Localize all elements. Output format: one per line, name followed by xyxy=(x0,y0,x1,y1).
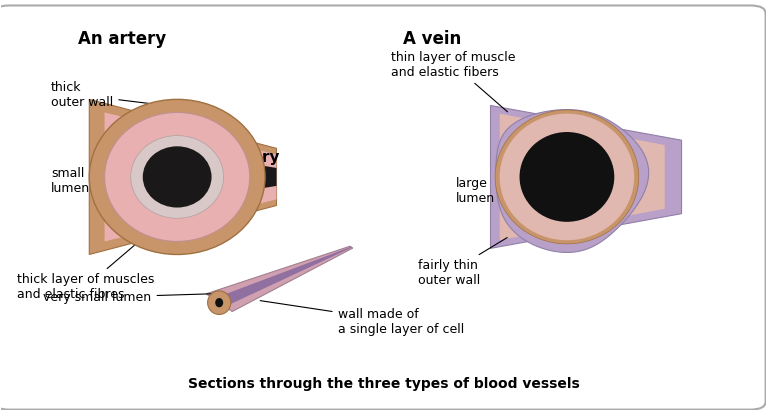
Text: thick
outer wall: thick outer wall xyxy=(51,81,163,109)
Text: small
lumen: small lumen xyxy=(51,167,149,195)
Text: very small lumen: very small lumen xyxy=(44,291,225,304)
Text: thick layer of muscles
and elastic fibres: thick layer of muscles and elastic fibre… xyxy=(17,240,154,301)
Polygon shape xyxy=(89,99,277,254)
Text: large
lumen: large lumen xyxy=(456,177,512,205)
Ellipse shape xyxy=(208,291,231,314)
Polygon shape xyxy=(143,146,277,208)
Text: A vein: A vein xyxy=(403,30,461,48)
Ellipse shape xyxy=(89,99,265,254)
Ellipse shape xyxy=(519,132,614,222)
Text: fairly thin
outer wall: fairly thin outer wall xyxy=(418,238,507,287)
Text: wall made of
a single layer of cell: wall made of a single layer of cell xyxy=(260,300,464,336)
Polygon shape xyxy=(206,246,353,312)
Polygon shape xyxy=(490,106,682,248)
Ellipse shape xyxy=(495,110,639,244)
Ellipse shape xyxy=(130,136,224,218)
Polygon shape xyxy=(499,114,665,240)
Text: A capillary: A capillary xyxy=(189,150,280,165)
Polygon shape xyxy=(495,110,649,252)
Polygon shape xyxy=(104,113,277,241)
Text: An artery: An artery xyxy=(77,30,166,48)
Text: thin layer of muscle
and elastic fibers: thin layer of muscle and elastic fibers xyxy=(391,51,515,112)
Text: Sections through the three types of blood vessels: Sections through the three types of bloo… xyxy=(188,377,579,391)
Polygon shape xyxy=(519,132,636,222)
Ellipse shape xyxy=(216,298,223,307)
Ellipse shape xyxy=(104,113,250,241)
FancyBboxPatch shape xyxy=(0,5,765,410)
Ellipse shape xyxy=(143,146,212,208)
Ellipse shape xyxy=(499,114,634,240)
Polygon shape xyxy=(213,247,352,307)
